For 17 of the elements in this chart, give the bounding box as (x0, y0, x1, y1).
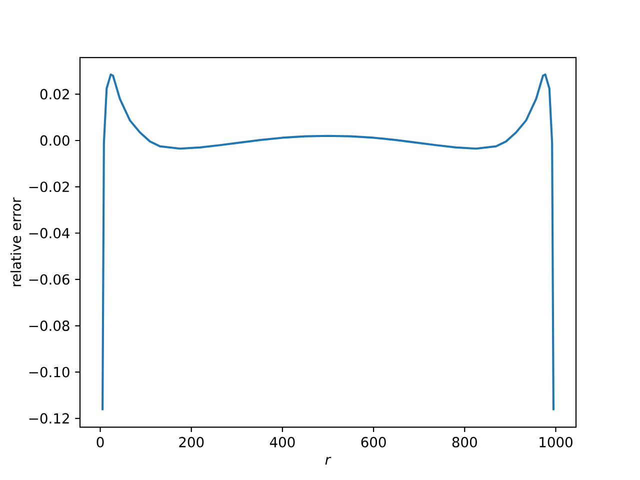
x-tick-label: 1000 (540, 436, 572, 448)
y-tick-label: −0.10 (29, 366, 70, 378)
x-tick-label: 0 (96, 436, 104, 448)
y-tick-label: −0.06 (29, 274, 70, 285)
y-tick-label: 0.02 (40, 88, 69, 100)
y-axis-title: relative error (10, 197, 22, 286)
y-tick-label: −0.12 (29, 413, 69, 424)
line-series (102, 73, 554, 412)
y-tick-label: −0.02 (29, 182, 69, 192)
x-tick-label: 200 (179, 436, 204, 448)
y-tick-label: −0.04 (29, 228, 70, 238)
y-tick-label: 0.00 (40, 135, 70, 146)
x-tick-label: 800 (452, 436, 477, 448)
x-axis-title: r (325, 456, 332, 465)
x-tick-label: 400 (270, 436, 295, 448)
x-tick-label: 600 (361, 436, 386, 448)
y-tick-label: −0.08 (29, 320, 70, 331)
